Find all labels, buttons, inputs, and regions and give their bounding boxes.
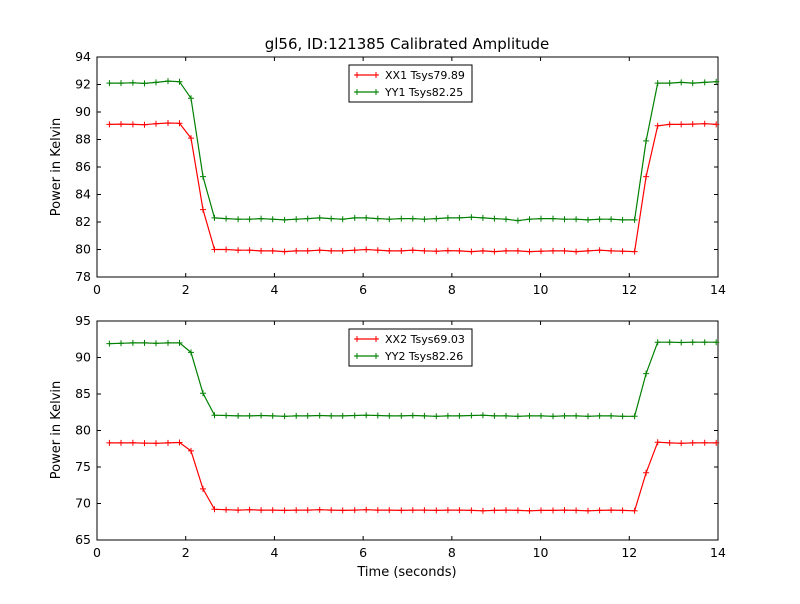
y-tick-label: 86	[75, 159, 91, 174]
x-tick-label: 4	[270, 282, 278, 297]
y-tick-label: 70	[75, 496, 91, 511]
legend-label: YY2 Tsys82.26	[384, 350, 463, 363]
y-tick-label: 78	[75, 269, 91, 284]
x-tick-label: 14	[710, 282, 726, 297]
y-tick-label: 95	[75, 313, 91, 328]
figure-title: gl56, ID:121385 Calibrated Amplitude	[265, 35, 550, 53]
bottom-y-axis-label: Power in Kelvin	[49, 381, 64, 479]
x-tick-label: 2	[182, 282, 190, 297]
y-tick-label: 80	[75, 423, 91, 438]
series-line-XX2	[109, 441, 717, 512]
legend-marker	[354, 89, 379, 95]
x-tick-label: 4	[270, 545, 278, 560]
y-tick-label: 90	[75, 350, 91, 365]
legend-marker	[354, 72, 379, 78]
x-tick-label: 10	[533, 545, 549, 560]
legend-label: XX2 Tsys69.03	[385, 333, 465, 346]
x-tick-label: 12	[621, 545, 637, 560]
y-tick-label: 75	[75, 459, 91, 474]
x-tick-label: 10	[533, 282, 549, 297]
x-tick-label: 0	[93, 545, 101, 560]
bottom-subplot: 0 2 4 6 8 10 12 14 65 70 75 80 85 90 95 XX2 Tsys69.03 YY…	[75, 313, 726, 560]
x-tick-label: 8	[448, 545, 456, 560]
y-tick-label: 88	[75, 132, 91, 147]
x-tick-label: 6	[359, 545, 367, 560]
x-tick-label: 6	[359, 282, 367, 297]
y-tick-label: 94	[75, 49, 91, 64]
x-tick-label: 8	[448, 282, 456, 297]
y-tick-label: 84	[75, 187, 91, 202]
legend-label: XX1 Tsys79.89	[385, 69, 465, 82]
x-tick-label: 12	[621, 282, 637, 297]
legend-marker	[354, 353, 379, 359]
legend-label: YY1 Tsys82.25	[384, 86, 463, 99]
x-tick-label: 14	[710, 545, 726, 560]
y-tick-label: 85	[75, 386, 91, 401]
y-tick-label: 65	[75, 532, 91, 547]
legend-box	[348, 328, 473, 367]
legend-marker	[354, 336, 379, 342]
x-tick-label: 0	[93, 282, 101, 297]
series-line-XX1	[109, 122, 717, 253]
y-tick-label: 82	[75, 214, 91, 229]
series-markers-YY1	[106, 78, 720, 224]
legend-box	[348, 64, 473, 103]
y-tick-label: 80	[75, 242, 91, 257]
x-axis-label: Time (seconds)	[356, 565, 456, 580]
y-tick-label: 92	[75, 77, 91, 92]
top-subplot: 0 2 4 6 8 10 12 14 78 80 82 84 86 88 90 92 94 XX1 Tsys79.…	[75, 49, 726, 297]
series-markers-XX2	[106, 439, 720, 514]
series-markers-YY2	[106, 339, 720, 420]
top-y-axis-label: Power in Kelvin	[49, 118, 64, 216]
y-tick-label: 90	[75, 104, 91, 119]
series-markers-XX1	[106, 120, 720, 255]
x-tick-label: 2	[182, 545, 190, 560]
